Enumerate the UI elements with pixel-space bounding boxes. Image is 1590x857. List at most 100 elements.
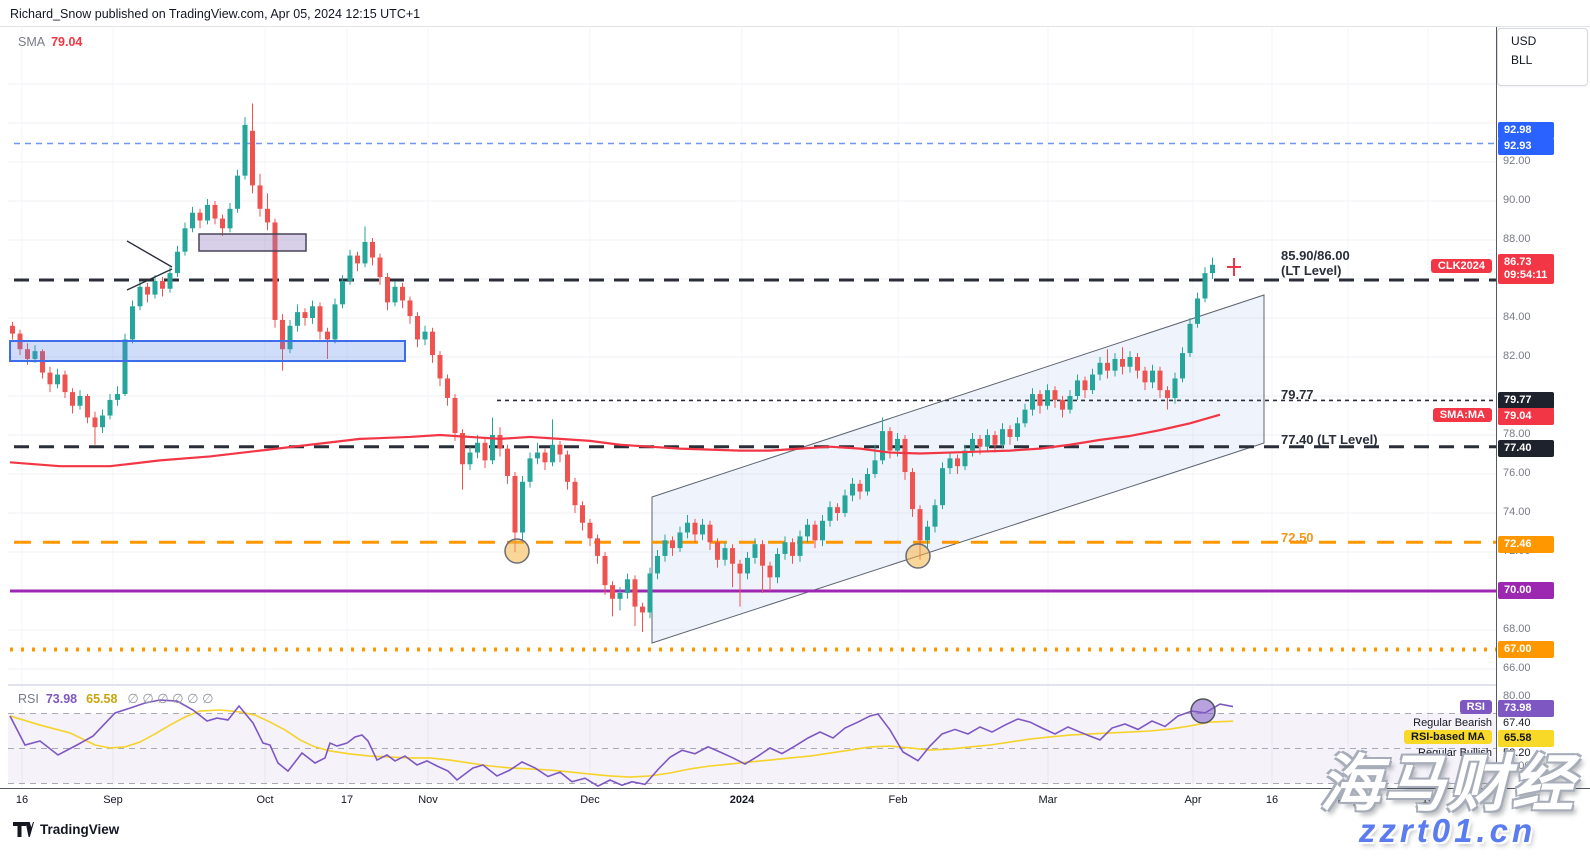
candle-body: [827, 507, 833, 521]
price-tick-92[interactable]: 92.00: [1503, 155, 1531, 167]
annotation-7740[interactable]: 77.40 (LT Level): [1281, 432, 1378, 447]
price-tick-82[interactable]: 82.00: [1503, 350, 1531, 362]
supply-zone-purple[interactable]: [198, 233, 307, 252]
price-tick-78[interactable]: 78.00: [1503, 428, 1531, 440]
candle-body: [985, 435, 990, 447]
pivot-circle-1[interactable]: [504, 538, 530, 564]
header-divider: [0, 26, 1590, 27]
pennant-line[interactable]: [126, 268, 173, 291]
rsi-circle[interactable]: [1190, 698, 1216, 724]
x-tick-Nov[interactable]: Nov: [418, 794, 438, 806]
candle-body: [677, 532, 683, 549]
candle-body: [220, 218, 225, 229]
candle-body: [520, 481, 525, 533]
demand-zone-blue[interactable]: [9, 340, 406, 362]
sma-line[interactable]: [9, 413, 1221, 468]
candle-body: [55, 374, 60, 385]
pennant-line[interactable]: [126, 240, 173, 268]
candle-body: [1172, 378, 1178, 398]
pane-divider[interactable]: [8, 684, 1496, 686]
tradingview-logo-icon: [13, 822, 34, 837]
pivot-circle-2[interactable]: [905, 543, 931, 569]
candle-body: [377, 257, 383, 278]
rsi-line[interactable]: [9, 699, 1234, 788]
candle-body: [407, 300, 413, 317]
sma-legend[interactable]: SMA 79.04: [18, 35, 82, 49]
candle-body: [565, 454, 570, 482]
x-tick-Oct[interactable]: Oct: [256, 794, 274, 806]
candle-body: [1157, 370, 1163, 391]
rsi-legend-label: RSI: [18, 692, 39, 706]
candle-body: [122, 339, 128, 395]
candle-body: [1120, 358, 1125, 367]
x-tick-17[interactable]: 17: [340, 794, 354, 806]
x-tick-16[interactable]: 16: [1265, 794, 1279, 806]
candle-body: [625, 579, 630, 593]
candle-body: [325, 331, 330, 340]
candle-body: [235, 175, 240, 209]
candle-body: [1180, 353, 1185, 379]
x-tick-2024[interactable]: 2024: [729, 794, 755, 806]
x-tick-Sep[interactable]: Sep: [103, 794, 123, 806]
rsi-ma-line[interactable]: [9, 709, 1234, 778]
candle-body: [910, 472, 915, 510]
annotation-lt-level-86[interactable]: 85.90/86.00 (LT Level): [1281, 248, 1350, 278]
annotation-7250[interactable]: 72.50: [1281, 530, 1314, 545]
candle-body: [212, 204, 218, 219]
candle-body: [887, 431, 893, 451]
currency-label[interactable]: USD: [1511, 34, 1537, 48]
candle-body: [805, 524, 810, 537]
annotation-7977[interactable]: 79.77: [1281, 387, 1314, 402]
watermark-url[interactable]: zzrt01.cn: [1358, 812, 1537, 849]
x-tick-Apr[interactable]: Apr: [1184, 794, 1202, 806]
candle-body: [475, 442, 480, 453]
candle-body: [647, 573, 653, 613]
candle-body: [167, 273, 173, 289]
price-tick-76[interactable]: 76.00: [1503, 467, 1531, 479]
candle-body: [1007, 429, 1013, 437]
candle-body: [62, 374, 68, 393]
candle-body: [940, 468, 945, 506]
publish-line: Richard_Snow published on TradingView.co…: [10, 7, 421, 21]
price-tick-66[interactable]: 66.00: [1503, 662, 1531, 674]
candle-body: [437, 355, 443, 379]
price-badge-level-7977: 79.77: [1498, 392, 1554, 409]
x-tick-Dec[interactable]: Dec: [580, 794, 600, 806]
x-tick-May[interactable]: May: [1337, 794, 1359, 806]
candle-body: [1052, 390, 1058, 400]
price-tick-90[interactable]: 90.00: [1503, 194, 1531, 206]
candle-body: [272, 222, 278, 320]
candle-body: [1210, 264, 1215, 274]
tradingview-logo[interactable]: TradingView: [13, 822, 119, 837]
rsi-ma-legend-value: 65.58: [86, 692, 118, 706]
x-tick-16[interactable]: 16: [15, 794, 29, 806]
symbol-unit-box[interactable]: USD BLL: [1497, 28, 1588, 86]
candle-body: [452, 397, 458, 434]
candle-body: [760, 544, 765, 566]
candle-body: [85, 396, 90, 418]
rsi-tick-40.00[interactable]: 40.00: [1503, 760, 1531, 772]
price-tick-88[interactable]: 88.00: [1503, 233, 1531, 245]
tradingview-logo-text: TradingView: [40, 822, 120, 837]
candle-body: [835, 507, 840, 513]
candle-body: [595, 538, 600, 556]
x-tick-16[interactable]: 16: [1421, 794, 1435, 806]
candle-body: [722, 548, 728, 560]
candle-body: [145, 286, 150, 295]
x-tick-Feb[interactable]: Feb: [888, 794, 908, 806]
price-tick-68[interactable]: 68.00: [1503, 623, 1531, 635]
unit-label[interactable]: BLL: [1511, 53, 1533, 67]
candle-body: [295, 312, 300, 326]
price-tick-84[interactable]: 84.00: [1503, 311, 1531, 323]
price-tick-74[interactable]: 74.00: [1503, 506, 1531, 518]
x-tick-Mar[interactable]: Mar: [1038, 794, 1058, 806]
candle-body: [1112, 358, 1118, 371]
rsi-value-regular-bearish: 67.40: [1503, 717, 1531, 729]
candle-body: [182, 228, 188, 252]
rsi-legend[interactable]: RSI 73.98 65.58 ∅ ∅ ∅ ∅ ∅ ∅: [18, 691, 213, 707]
candle-body: [850, 483, 855, 496]
rsi-value-regular-bullish: 58.20: [1503, 747, 1531, 759]
rsi-tick-80.00[interactable]: 80.00: [1503, 690, 1531, 702]
